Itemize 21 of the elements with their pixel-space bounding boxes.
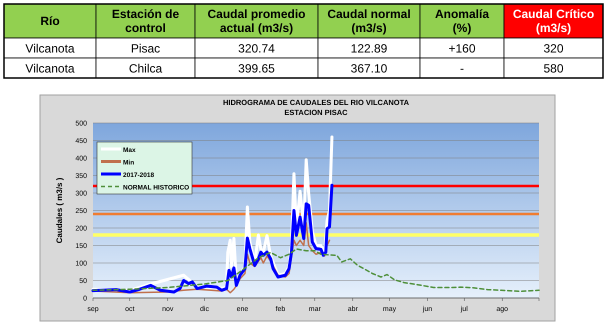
text: Chilca bbox=[128, 62, 162, 76]
line-series bbox=[92, 248, 540, 292]
text: Pisac bbox=[130, 42, 160, 56]
text: 399.65 bbox=[238, 62, 276, 76]
category-label: Caudal promedio actual (m3/s) bbox=[207, 7, 306, 35]
y-axis-title: Caudales ( m3/s ) bbox=[55, 177, 64, 244]
text: +160 bbox=[448, 42, 476, 56]
category-label: Caudal normal (m3/s) bbox=[327, 7, 411, 35]
text: 122.89 bbox=[350, 42, 388, 56]
text: 367.10 bbox=[350, 62, 388, 76]
line-series bbox=[92, 184, 334, 294]
text: 580 bbox=[543, 62, 564, 76]
text: Vilcanota bbox=[25, 62, 75, 76]
text: Vilcanota bbox=[25, 42, 75, 56]
text: 320.74 bbox=[238, 42, 276, 56]
text: - bbox=[460, 62, 464, 76]
category-label: Anomalía (%) bbox=[434, 7, 490, 35]
text: 320 bbox=[543, 42, 564, 56]
category-label: Caudal Crítico (m3/s) bbox=[512, 7, 594, 35]
category-label: Río bbox=[40, 14, 60, 28]
category-label: Estación de control bbox=[112, 7, 180, 35]
